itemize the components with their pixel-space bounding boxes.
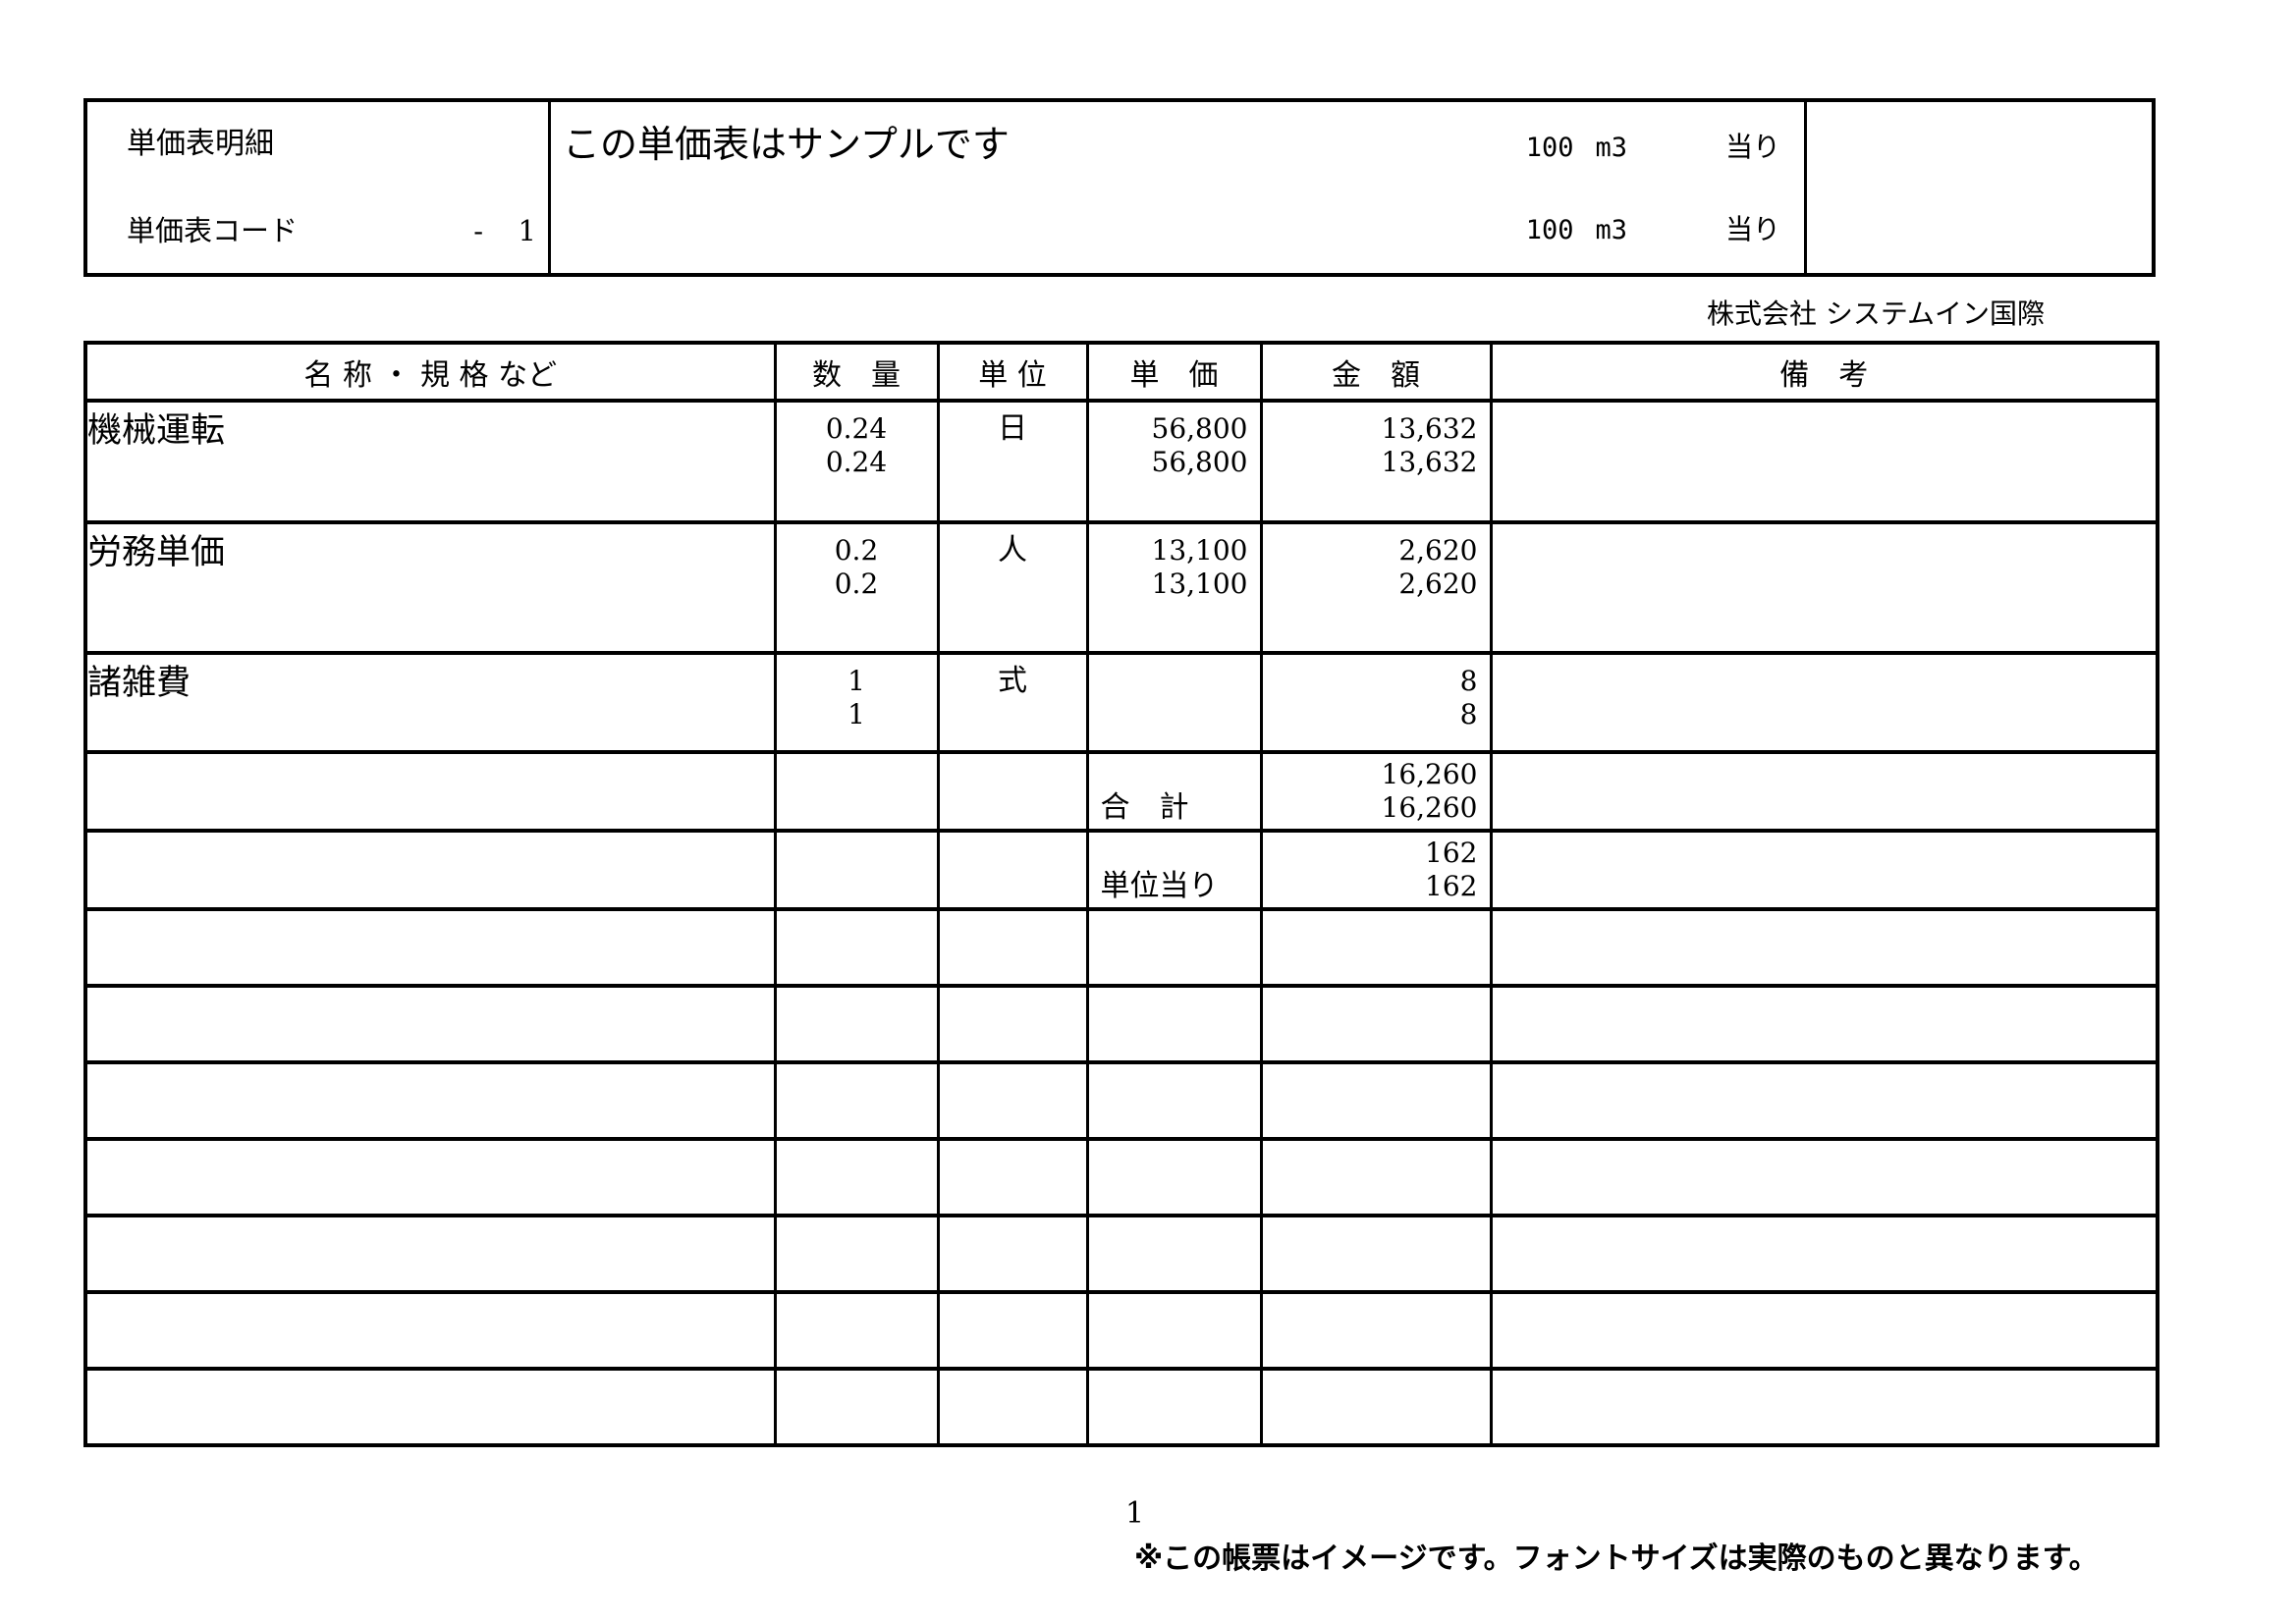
- per-quantity-2: 100: [1525, 215, 1574, 245]
- item-remarks: [1489, 651, 2159, 754]
- empty-row: [83, 1290, 2159, 1371]
- total-remarks-cell: [1489, 750, 2159, 833]
- footnote: ※この帳票はイメージです。フォントサイズは実際のものと異なります。: [1134, 1541, 2099, 1576]
- unit-price-code-separator: -: [473, 214, 483, 247]
- item-price-line2: 56,800: [1151, 446, 1248, 478]
- col-header-amount: 金 額: [1259, 341, 1493, 403]
- header-right-cell: [1807, 102, 2152, 273]
- per-unit-amount-line1: 162: [1425, 837, 1478, 869]
- header-left-cell: 単価表明細 単価表コード - 1: [87, 102, 551, 273]
- col-header-unit: 単 位: [936, 341, 1089, 403]
- unit-price-code-label: 単価表コード: [127, 214, 299, 247]
- total-label: 合 計: [1100, 790, 1189, 825]
- per-unit-line-1: 100 m3 当り: [1526, 126, 1780, 165]
- report-title: 単価表明細: [127, 127, 274, 161]
- header-box: 単価表明細 単価表コード - 1 この単価表はサンプルです 100 m3 当り …: [83, 98, 2156, 277]
- page-number: 1: [1125, 1496, 1145, 1531]
- per-quantity-1: 100: [1525, 133, 1574, 163]
- item-unit-line2: 日: [998, 411, 1027, 446]
- total-name-cell: [83, 829, 777, 911]
- item-unit-line2: 人: [998, 533, 1027, 568]
- per-unit-2: m3: [1595, 215, 1627, 245]
- total-amount-line1: 16,260: [1381, 758, 1478, 790]
- total-name-cell: [83, 750, 777, 833]
- per-unit-total-label: 単位当り: [1100, 869, 1219, 903]
- table-row: 労務単価 0.2 0.2 人 13,100 13,100 2,620 2,620: [83, 520, 2159, 655]
- table-row: 機械運転 0.24 0.24 日 56,800 56,800 13,632 13…: [83, 399, 2159, 524]
- item-qty-line1: 1: [847, 665, 865, 697]
- col-header-qty: 数 量: [773, 341, 940, 403]
- item-amount-line2: 13,632: [1381, 446, 1478, 478]
- item-price-line1: 13,100: [1151, 534, 1248, 567]
- item-amount-line1: 8: [1459, 665, 1478, 697]
- empty-row: [83, 907, 2159, 988]
- total-qty-cell: [773, 750, 940, 833]
- item-remarks: [1489, 399, 2159, 524]
- unit-price-table: 名 称 ・ 規 格 など 数 量 単 位 単 価 金 額 備 考 機械運転 0.…: [83, 341, 2159, 1447]
- item-remarks: [1489, 520, 2159, 655]
- per-unit-total-row: . 単位当り 162 162: [83, 829, 2159, 911]
- total-unit-cell: [936, 829, 1089, 911]
- item-name: 諸雑費: [83, 651, 777, 754]
- per-unit-line-2: 100 m3 当り: [1526, 208, 1780, 247]
- total-row: . 合 計 16,260 16,260: [83, 750, 2159, 833]
- col-header-name: 名 称 ・ 規 格 など: [83, 341, 777, 403]
- per-suffix-2: 当り: [1724, 213, 1780, 245]
- item-qty-line2: 0.2: [834, 568, 879, 600]
- item-qty-line2: 0.24: [825, 446, 888, 478]
- company-name: 株式会社 システムイン国際: [1706, 297, 2045, 330]
- unit-price-code-value: 1: [518, 214, 536, 247]
- item-qty-line2: 1: [847, 698, 865, 730]
- empty-row: [83, 984, 2159, 1064]
- item-qty-line1: 0.2: [834, 534, 879, 567]
- per-unit-1: m3: [1595, 133, 1627, 163]
- empty-row: [83, 1214, 2159, 1294]
- total-unit-cell: [936, 750, 1089, 833]
- table-row: 諸雑費 1 1 式 8 8: [83, 651, 2159, 754]
- item-amount-line1: 13,632: [1381, 412, 1478, 445]
- item-price-line1: 56,800: [1151, 412, 1248, 445]
- sample-description: この単価表はサンプルです: [563, 123, 1010, 166]
- item-price-line2: 13,100: [1151, 568, 1248, 600]
- empty-row: [83, 1137, 2159, 1217]
- table-header-row: 名 称 ・ 規 格 など 数 量 単 位 単 価 金 額 備 考: [83, 341, 2159, 403]
- item-unit-line2: 式: [998, 664, 1027, 698]
- item-name: 労務単価: [83, 520, 777, 655]
- item-amount-line2: 2,620: [1398, 568, 1478, 600]
- total-qty-cell: [773, 829, 940, 911]
- total-remarks-cell: [1489, 829, 2159, 911]
- item-amount-line2: 8: [1459, 698, 1478, 730]
- empty-row: [83, 1367, 2159, 1447]
- col-header-remarks: 備 考: [1489, 341, 2159, 403]
- item-amount-line1: 2,620: [1398, 534, 1478, 567]
- item-qty-line1: 0.24: [825, 412, 888, 445]
- per-unit-amount-line2: 162: [1425, 870, 1478, 902]
- item-name: 機械運転: [83, 399, 777, 524]
- unit-price-code-line: 単価表コード - 1: [127, 208, 548, 249]
- header-middle-cell: この単価表はサンプルです 100 m3 当り 100 m3 当り: [551, 102, 1807, 273]
- per-suffix-1: 当り: [1724, 131, 1780, 163]
- total-amount-line2: 16,260: [1381, 791, 1478, 824]
- empty-row: [83, 1060, 2159, 1141]
- col-header-price: 単 価: [1085, 341, 1263, 403]
